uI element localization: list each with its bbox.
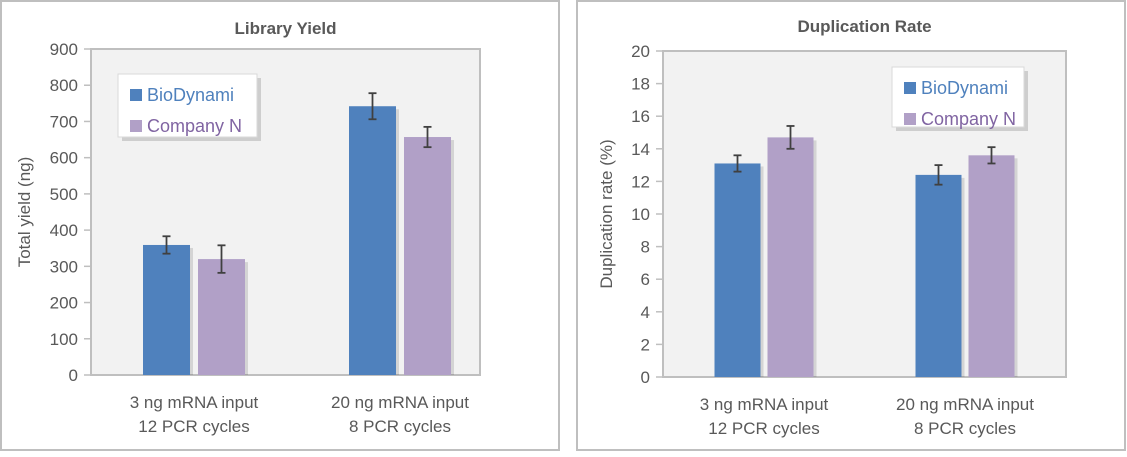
- legend-swatch: [130, 120, 142, 132]
- bar-biodynami: [915, 174, 962, 377]
- y-tick-label: 200: [50, 294, 78, 313]
- y-tick-label: 400: [50, 221, 78, 240]
- bar-biodynami: [714, 163, 761, 377]
- chart-title: Duplication Rate: [797, 17, 931, 36]
- bar-company-n: [968, 155, 1015, 377]
- bar-biodynami: [143, 244, 190, 375]
- bar-biodynami: [349, 106, 396, 375]
- y-tick-label: 600: [50, 149, 78, 168]
- y-axis-label: Total yield (ng): [15, 157, 34, 268]
- y-tick-label: 18: [631, 75, 650, 94]
- x-tick-label: 20 ng mRNA input: [896, 395, 1034, 414]
- bar-company-n: [198, 259, 245, 375]
- y-tick-label: 14: [631, 140, 650, 159]
- chart-1: Library Yield 0 100 200 300 400 500 600 700 800 90…: [0, 0, 560, 451]
- chart-2: Duplication Rate 0 2 4 6 8 10 12 14 16 18 20 Duplica…: [576, 0, 1126, 451]
- legend-label: Company N: [921, 109, 1016, 129]
- y-tick-label: 0: [641, 368, 650, 387]
- x-tick-label: 12 PCR cycles: [138, 417, 249, 436]
- legend-label: BioDynami: [921, 78, 1008, 98]
- y-tick-label: 20: [631, 42, 650, 61]
- x-tick-label: 8 PCR cycles: [914, 419, 1016, 438]
- y-axis-label: Duplication rate (%): [597, 139, 616, 288]
- legend: BioDynami Company N: [117, 73, 261, 141]
- legend-swatch: [130, 89, 142, 101]
- legend-swatch: [904, 113, 916, 125]
- y-tick-label: 0: [69, 366, 78, 385]
- y-tick-label: 100: [50, 330, 78, 349]
- y-tick-label: 2: [641, 335, 650, 354]
- y-tick-label: 700: [50, 112, 78, 131]
- x-tick-label: 8 PCR cycles: [349, 417, 451, 436]
- legend-label: BioDynami: [147, 85, 234, 105]
- y-tick-label: 12: [631, 172, 650, 191]
- bar-company-n: [404, 137, 451, 375]
- x-tick-label: 3 ng mRNA input: [130, 393, 259, 412]
- y-tick-label: 900: [50, 40, 78, 59]
- x-tick-label: 20 ng mRNA input: [331, 393, 469, 412]
- y-tick-label: 8: [641, 238, 650, 257]
- y-tick-label: 10: [631, 205, 650, 224]
- y-tick-label: 16: [631, 107, 650, 126]
- chart-title: Library Yield: [234, 19, 336, 38]
- x-tick-label: 3 ng mRNA input: [700, 395, 829, 414]
- y-tick-label: 500: [50, 185, 78, 204]
- y-tick-label: 300: [50, 257, 78, 276]
- legend-label: Company N: [147, 116, 242, 136]
- y-tick-label: 800: [50, 76, 78, 95]
- x-tick-label: 12 PCR cycles: [708, 419, 819, 438]
- legend: BioDynami Company N: [891, 66, 1028, 131]
- legend-swatch: [904, 82, 916, 94]
- y-tick-label: 4: [641, 303, 650, 322]
- bar-company-n: [767, 137, 814, 377]
- y-tick-label: 6: [641, 270, 650, 289]
